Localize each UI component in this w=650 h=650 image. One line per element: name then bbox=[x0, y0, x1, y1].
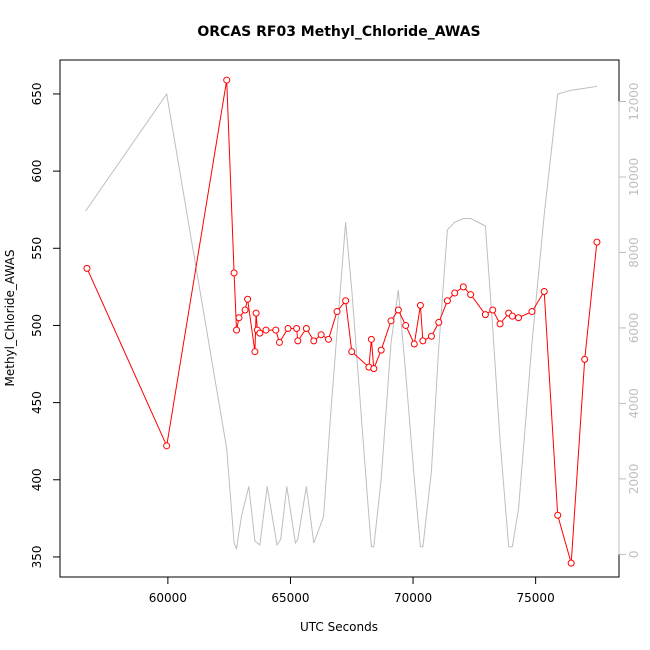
data-point bbox=[317, 331, 325, 339]
data-point bbox=[377, 346, 385, 354]
data-point bbox=[419, 337, 427, 345]
data-point bbox=[294, 337, 302, 345]
x-tick-label: 70000 bbox=[394, 591, 432, 605]
right-series-line bbox=[85, 85, 597, 551]
data-point bbox=[342, 297, 350, 305]
data-point bbox=[508, 312, 516, 320]
y-tick-label: 400 bbox=[30, 468, 44, 491]
data-point bbox=[252, 309, 260, 317]
data-point bbox=[251, 348, 259, 356]
data-point bbox=[427, 332, 435, 340]
data-point bbox=[367, 335, 375, 343]
data-point bbox=[256, 329, 264, 337]
left-axis-series bbox=[83, 76, 601, 567]
data-point bbox=[467, 291, 475, 299]
data-point bbox=[394, 306, 402, 314]
y2-tick-label: 8000 bbox=[627, 237, 641, 268]
data-point bbox=[554, 511, 562, 519]
data-point bbox=[348, 348, 356, 356]
data-point bbox=[481, 311, 489, 319]
y2-tick-label: 0 bbox=[627, 551, 641, 559]
data-point bbox=[410, 340, 418, 348]
y-axis-left: 350 400 450 500 550 600 650 bbox=[30, 82, 61, 568]
data-point bbox=[333, 308, 341, 316]
data-point bbox=[83, 264, 91, 272]
data-point bbox=[275, 338, 283, 346]
data-point bbox=[416, 301, 424, 309]
data-point bbox=[496, 320, 504, 328]
y2-tick-label: 4000 bbox=[627, 388, 641, 419]
data-point bbox=[241, 306, 249, 314]
y-tick-label: 650 bbox=[30, 82, 44, 105]
data-point bbox=[459, 283, 467, 291]
y2-tick-label: 2000 bbox=[627, 464, 641, 495]
data-point bbox=[230, 269, 238, 277]
data-point bbox=[284, 325, 292, 333]
y-tick-label: 450 bbox=[30, 391, 44, 414]
data-point bbox=[387, 317, 395, 325]
right-axis-series bbox=[85, 85, 597, 551]
x-axis: 60000 65000 70000 75000 bbox=[149, 576, 555, 605]
data-point bbox=[402, 321, 410, 329]
y-tick-label: 600 bbox=[30, 160, 44, 183]
data-point bbox=[324, 335, 332, 343]
data-point bbox=[370, 365, 378, 373]
y2-tick-label: 12000 bbox=[627, 82, 641, 120]
data-point bbox=[593, 238, 601, 246]
y-tick-label: 550 bbox=[30, 237, 44, 260]
y-axis-label: Methyl_Chloride_AWAS bbox=[3, 250, 17, 387]
data-point bbox=[223, 76, 231, 84]
y2-tick-label: 6000 bbox=[627, 313, 641, 344]
x-tick-label: 60000 bbox=[149, 591, 187, 605]
data-point bbox=[262, 326, 270, 334]
data-point bbox=[244, 295, 252, 303]
data-point bbox=[163, 442, 171, 450]
data-point bbox=[272, 326, 280, 334]
plot-frame bbox=[59, 59, 620, 578]
y-tick-label: 350 bbox=[30, 545, 44, 568]
y2-tick-label: 10000 bbox=[627, 158, 641, 196]
data-point bbox=[540, 287, 548, 295]
data-point bbox=[489, 306, 497, 314]
data-point bbox=[235, 314, 243, 322]
y-tick-label: 500 bbox=[30, 314, 44, 337]
data-point bbox=[528, 308, 536, 316]
data-point bbox=[443, 297, 451, 305]
data-point bbox=[581, 355, 589, 363]
data-point bbox=[451, 289, 459, 297]
x-tick-label: 65000 bbox=[271, 591, 309, 605]
data-point bbox=[310, 337, 318, 345]
data-point bbox=[233, 326, 241, 334]
data-point bbox=[514, 314, 522, 322]
data-point bbox=[302, 325, 310, 333]
data-point bbox=[567, 559, 575, 567]
data-point bbox=[293, 325, 301, 333]
data-point bbox=[435, 318, 443, 326]
y-axis-right: 0 2000 4000 6000 8000 10000 12000 bbox=[618, 82, 641, 559]
x-tick-label: 75000 bbox=[517, 591, 555, 605]
x-axis-label: UTC Seconds bbox=[300, 620, 378, 634]
chart-title: ORCAS RF03 Methyl_Chloride_AWAS bbox=[197, 24, 480, 40]
